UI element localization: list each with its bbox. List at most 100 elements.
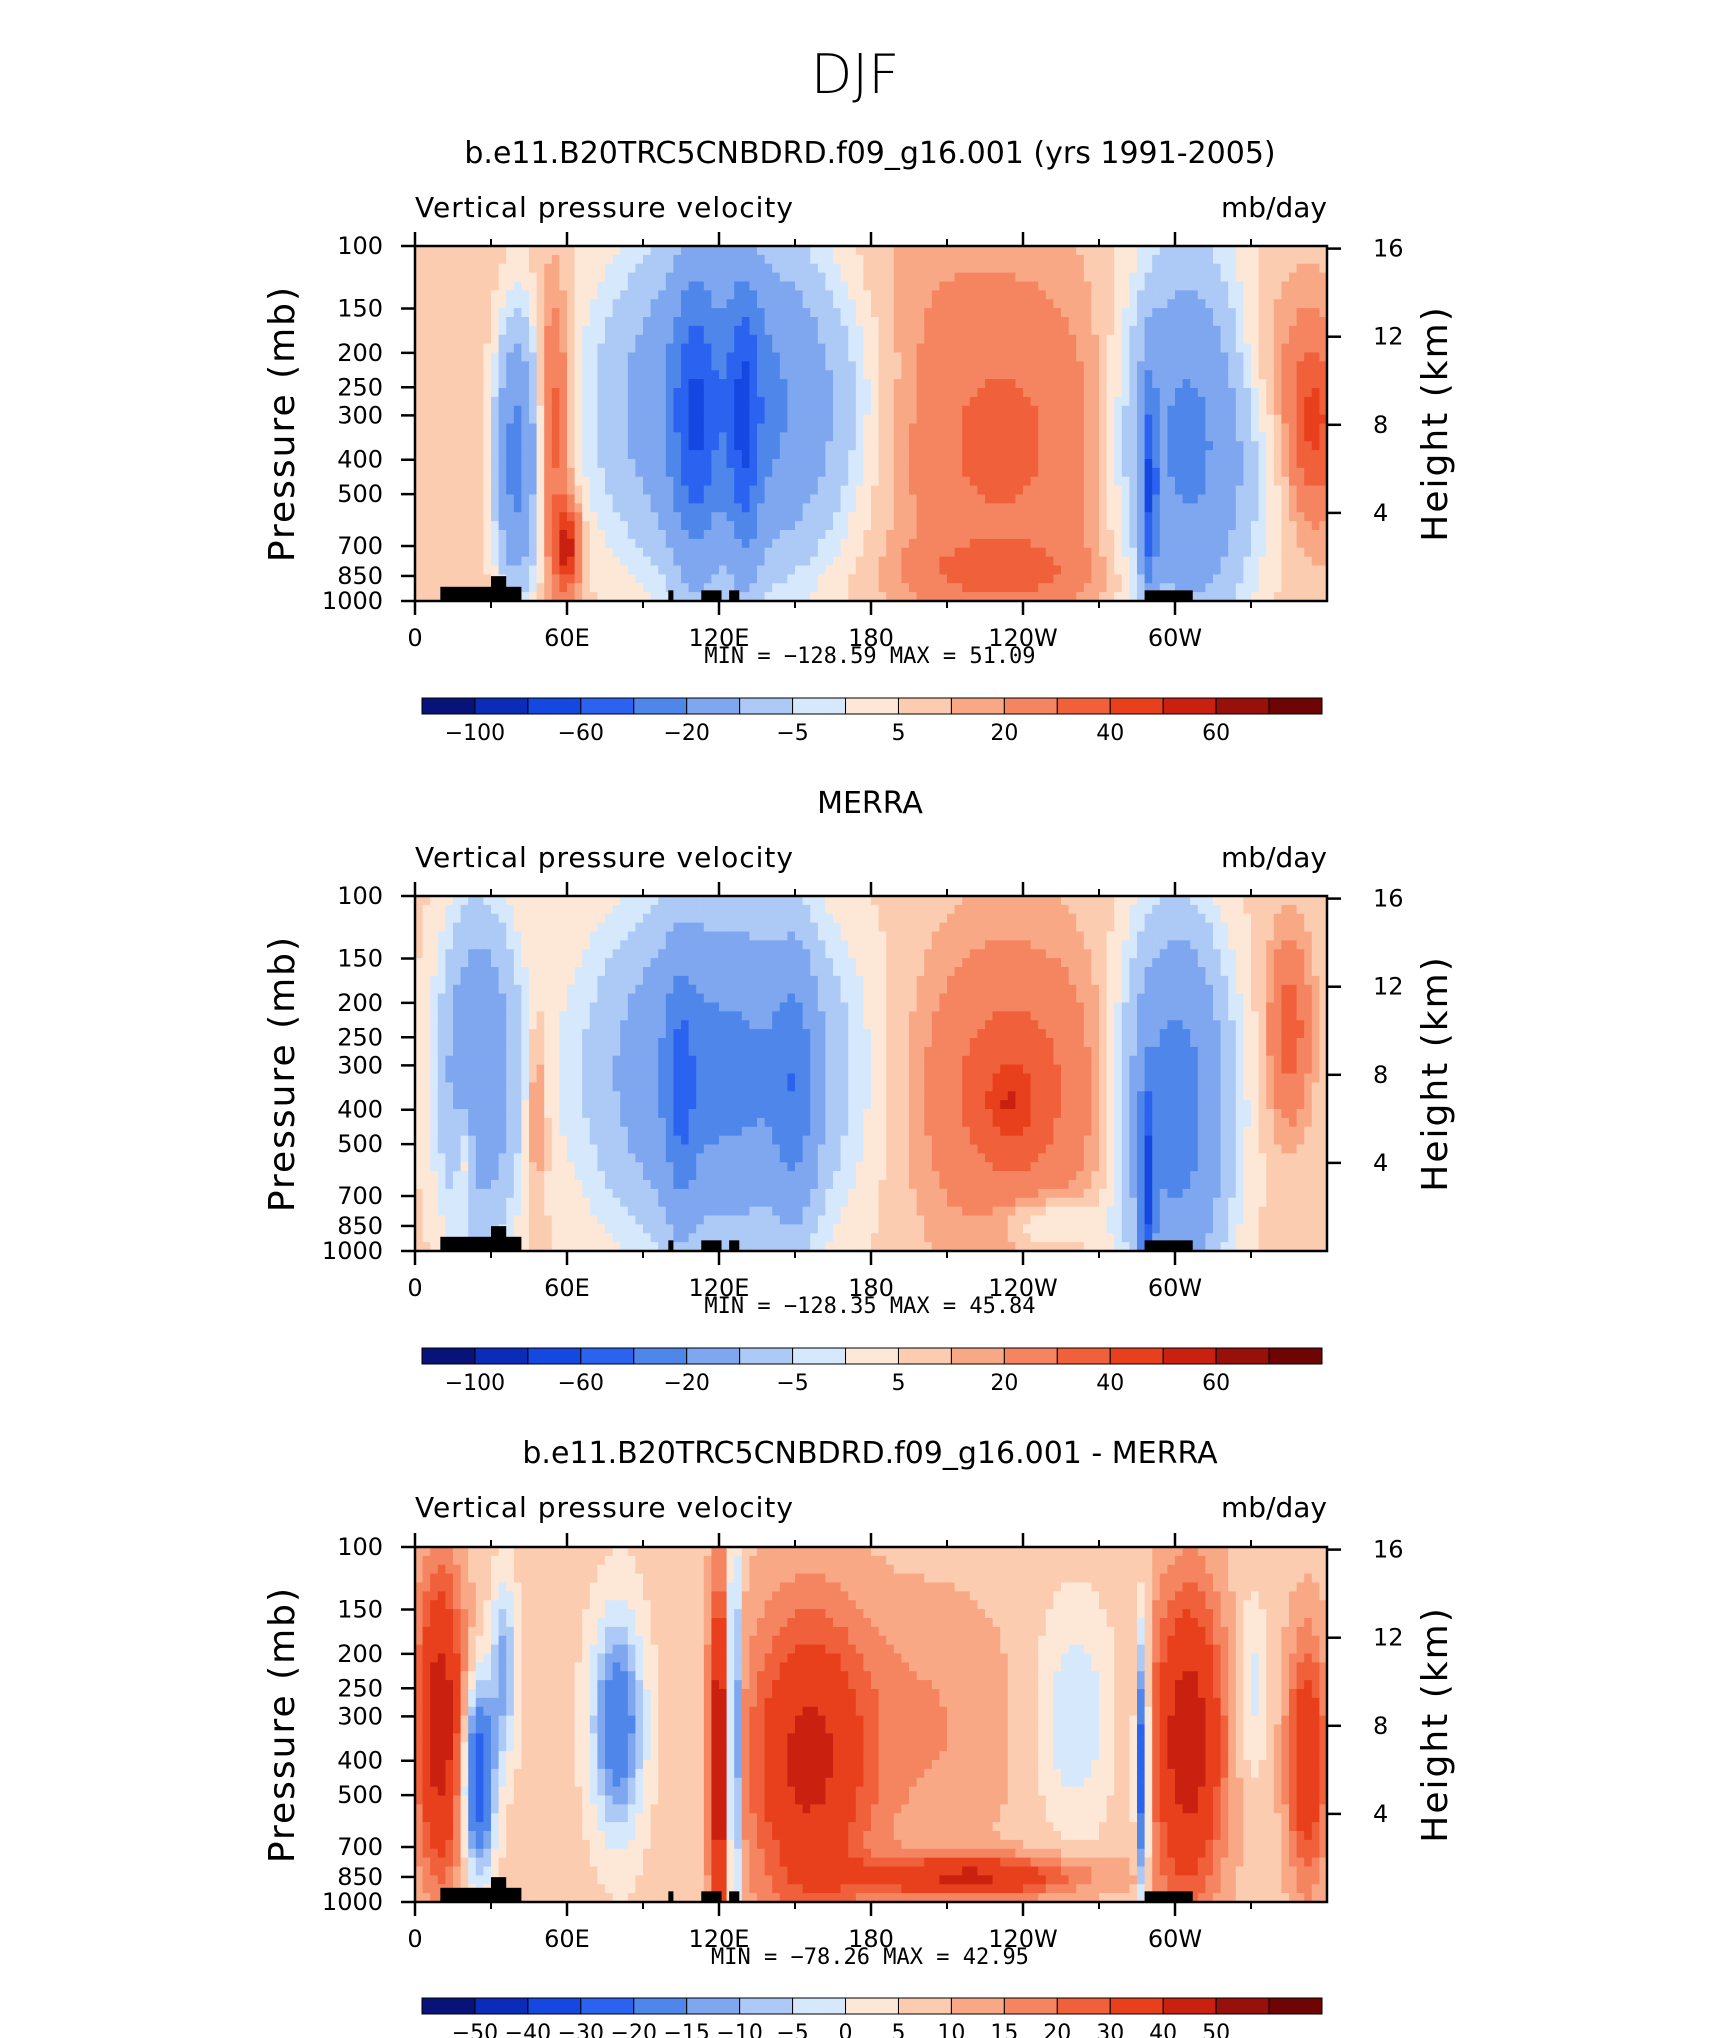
field-cell	[1129, 485, 1138, 496]
field-cell	[703, 432, 712, 442]
field-cell	[1030, 592, 1039, 602]
field-cell	[901, 583, 910, 593]
field-cell	[810, 334, 819, 345]
field-cell	[871, 565, 880, 575]
field-cell	[1091, 396, 1100, 407]
field-cell	[658, 467, 667, 478]
field-cell	[1289, 592, 1298, 602]
field-cell	[1311, 343, 1320, 354]
field-cell	[1190, 334, 1199, 345]
field-cell	[985, 281, 994, 291]
field-cell	[1076, 476, 1085, 487]
field-cell	[551, 334, 560, 345]
field-cell	[627, 432, 636, 442]
field-cell	[1273, 325, 1282, 336]
field-cell	[1068, 379, 1077, 389]
field-cell	[650, 583, 659, 593]
field-cell	[445, 547, 454, 558]
field-cell	[772, 334, 781, 345]
field-cell	[1251, 450, 1260, 460]
field-cell	[779, 405, 788, 416]
field-cell	[453, 423, 462, 433]
field-cell	[658, 530, 667, 540]
field-cell	[1190, 538, 1199, 549]
field-cell	[734, 299, 743, 309]
field-cell	[772, 414, 781, 425]
field-cell	[741, 361, 750, 371]
field-cell	[741, 290, 750, 300]
field-cell	[582, 538, 591, 549]
field-cell	[688, 254, 697, 265]
field-cell	[924, 388, 933, 398]
field-cell	[415, 352, 424, 362]
field-cell	[1038, 459, 1047, 469]
field-cell	[703, 556, 712, 567]
field-cell	[673, 308, 682, 318]
field-cell	[833, 334, 842, 345]
field-cell	[1258, 361, 1267, 371]
field-cell	[1273, 272, 1282, 283]
field-cell	[969, 361, 978, 371]
field-cell	[597, 467, 606, 478]
field-cell	[574, 503, 583, 513]
field-cell	[840, 592, 849, 602]
field-cell	[719, 547, 728, 558]
field-cell	[848, 317, 857, 327]
field-cell	[1137, 521, 1146, 531]
field-cell	[711, 317, 720, 327]
field-cell	[605, 476, 614, 487]
field-cell	[1061, 308, 1070, 318]
field-cell	[757, 396, 766, 407]
field-cell	[863, 308, 872, 318]
field-cell	[916, 254, 925, 265]
field-cell	[1319, 592, 1328, 602]
field-cell	[931, 290, 940, 300]
field-cell	[962, 467, 971, 478]
field-cell	[567, 379, 576, 389]
field-cell	[1289, 272, 1298, 283]
field-cell	[688, 574, 697, 584]
field-cell	[696, 503, 705, 513]
field-cell	[681, 592, 690, 602]
field-cell	[506, 361, 515, 371]
field-cell	[1319, 538, 1328, 549]
field-cell	[1220, 530, 1229, 540]
field-cell	[605, 556, 614, 567]
field-cell	[1045, 565, 1054, 575]
field-cell	[1281, 396, 1290, 407]
field-cell	[612, 521, 621, 531]
field-cell	[886, 388, 895, 398]
field-cell	[536, 583, 545, 593]
field-cell	[1311, 352, 1320, 362]
field-cell	[620, 281, 629, 291]
field-cell	[681, 494, 690, 504]
field-cell	[529, 494, 538, 504]
field-cell	[703, 583, 712, 593]
field-cell	[559, 396, 568, 407]
field-cell	[1273, 423, 1282, 433]
field-cell	[772, 263, 781, 274]
field-cell	[513, 423, 522, 433]
field-cell	[1311, 459, 1320, 469]
field-cell	[1106, 290, 1115, 300]
field-cell	[529, 272, 538, 283]
field-cell	[1190, 414, 1199, 425]
field-cell	[969, 521, 978, 531]
field-cell	[475, 388, 484, 398]
field-cell	[551, 246, 560, 256]
field-cell	[612, 414, 621, 425]
field-cell	[460, 334, 469, 345]
field-cell	[1251, 325, 1260, 336]
field-cell	[764, 450, 773, 460]
field-cell	[681, 352, 690, 362]
field-cell	[1289, 530, 1298, 540]
field-cell	[810, 246, 819, 256]
field-cell	[1083, 281, 1092, 291]
field-cell	[498, 538, 507, 549]
field-cell	[1258, 370, 1267, 380]
field-cell	[947, 556, 956, 567]
field-cell	[460, 361, 469, 371]
field-cell	[1220, 325, 1229, 336]
field-cell	[643, 325, 652, 336]
field-cell	[795, 441, 804, 451]
